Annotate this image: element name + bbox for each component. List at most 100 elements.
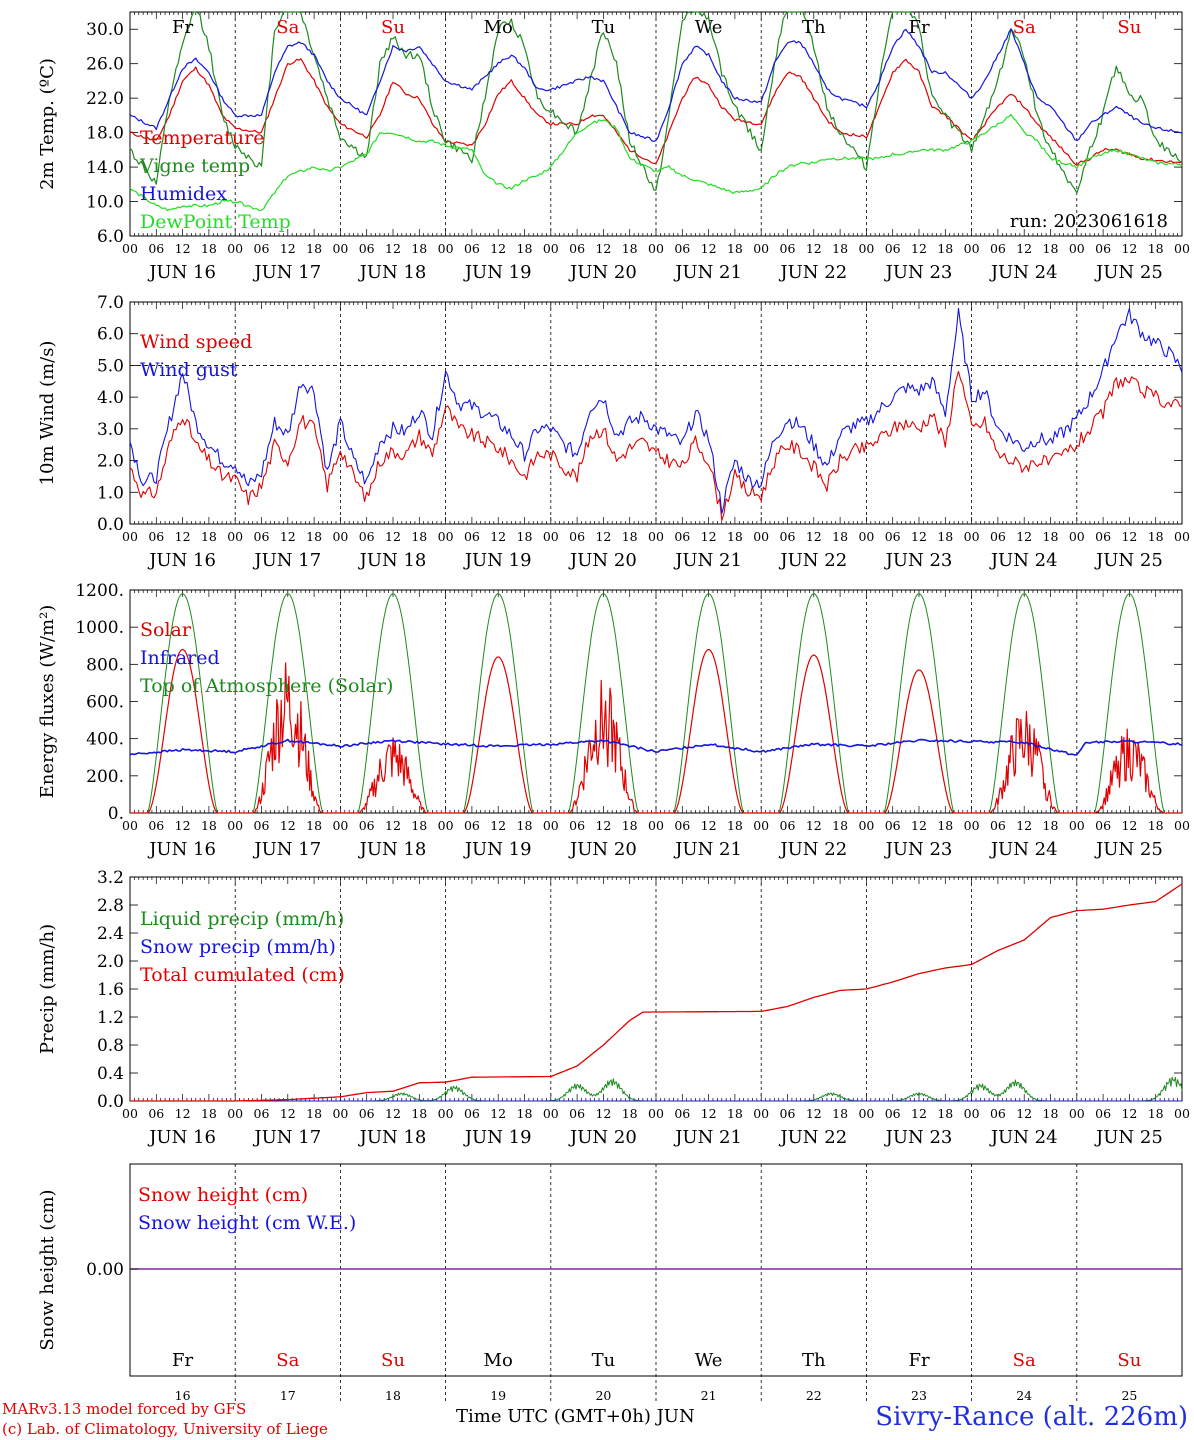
- x-hour-label: 00: [753, 1106, 769, 1121]
- x-hour-label: 06: [464, 818, 480, 833]
- legend-entry: Snow height (cm W.E.): [138, 1212, 356, 1234]
- weekday-label: Mo: [484, 17, 513, 38]
- x-hour-label: 00: [753, 818, 769, 833]
- weekday-label: Fr: [172, 17, 193, 38]
- weekday-label: Th: [802, 1350, 826, 1371]
- x-hour-label: 12: [806, 818, 822, 833]
- x-date-label: JUN 19: [463, 1127, 532, 1148]
- legend-entry: Solar: [140, 619, 192, 641]
- x-hour-label: 06: [674, 529, 690, 544]
- series-line-2: [129, 28, 1183, 142]
- x-hour-label: 06: [254, 529, 270, 544]
- x-hour-label: 12: [1121, 1106, 1137, 1121]
- weekday-label: Tu: [592, 17, 616, 38]
- x-date-label: JUN 18: [358, 262, 427, 283]
- x-hour-label: 06: [885, 529, 901, 544]
- y-tick-label: 2.8: [97, 896, 124, 916]
- x-date-label: JUN 25: [1094, 839, 1163, 860]
- day-number-label: 17: [280, 1388, 296, 1403]
- x-hour-label: 00: [543, 241, 559, 256]
- x-hour-label: 12: [490, 1106, 506, 1121]
- x-date-label: JUN 21: [673, 550, 742, 571]
- x-date-label: JUN 25: [1094, 1127, 1163, 1148]
- x-hour-label: 00: [543, 818, 559, 833]
- x-hour-label: 18: [411, 818, 427, 833]
- x-hour-label: 18: [306, 241, 322, 256]
- y-axis-label: Precip (mm/h): [37, 924, 58, 1054]
- x-hour-label: 12: [595, 1106, 611, 1121]
- x-hour-label: 18: [622, 818, 638, 833]
- x-hour-label: 06: [990, 241, 1006, 256]
- x-hour-label: 06: [254, 1106, 270, 1121]
- x-hour-label: 18: [1043, 818, 1059, 833]
- x-date-label: JUN 24: [989, 550, 1058, 571]
- x-hour-label: 06: [674, 818, 690, 833]
- run-label: run: 2023061618: [1010, 211, 1168, 232]
- x-hour-label: 12: [701, 241, 717, 256]
- x-date-label: JUN 24: [989, 1127, 1058, 1148]
- x-hour-label: 18: [937, 818, 953, 833]
- x-date-label: JUN 23: [884, 1127, 953, 1148]
- x-hour-label: 00: [648, 241, 664, 256]
- x-hour-label: 00: [227, 241, 243, 256]
- x-date-label: JUN 24: [989, 839, 1058, 860]
- x-hour-label: 18: [1148, 241, 1164, 256]
- x-hour-label: 00: [1174, 241, 1190, 256]
- x-hour-label: 06: [148, 241, 164, 256]
- x-hour-label: 06: [780, 241, 796, 256]
- y-tick-label: 3.0: [97, 420, 124, 440]
- x-hour-label: 12: [280, 1106, 296, 1121]
- x-date-label: JUN 25: [1094, 550, 1163, 571]
- y-tick-label: 0.: [108, 804, 124, 824]
- y-tick-label: 0.00: [86, 1260, 124, 1280]
- day-number-label: 25: [1121, 1388, 1137, 1403]
- y-tick-label: 0.8: [97, 1036, 124, 1056]
- x-hour-label: 00: [122, 1106, 138, 1121]
- x-date-label: JUN 22: [778, 1127, 847, 1148]
- x-hour-label: 06: [148, 529, 164, 544]
- x-hour-label: 12: [385, 529, 401, 544]
- legend-entry: Vigne temp: [139, 155, 250, 177]
- x-hour-label: 12: [490, 529, 506, 544]
- x-hour-label: 12: [385, 241, 401, 256]
- x-hour-label: 06: [569, 529, 585, 544]
- y-axis-label: Snow height (cm): [37, 1189, 58, 1350]
- x-hour-label: 00: [332, 818, 348, 833]
- x-hour-label: 18: [622, 241, 638, 256]
- day-number-label: 24: [1016, 1388, 1032, 1403]
- x-hour-label: 00: [438, 529, 454, 544]
- x-hour-label: 12: [1121, 241, 1137, 256]
- x-hour-label: 12: [806, 1106, 822, 1121]
- x-hour-label: 00: [332, 529, 348, 544]
- x-date-label: JUN 16: [147, 839, 216, 860]
- x-hour-label: 12: [911, 529, 927, 544]
- x-hour-label: 12: [175, 241, 191, 256]
- x-hour-label: 06: [674, 241, 690, 256]
- day-number-label: 23: [911, 1388, 927, 1403]
- x-date-label: JUN 17: [252, 550, 321, 571]
- x-hour-label: 00: [122, 241, 138, 256]
- y-axis-label: 2m Temp. (ºC): [37, 58, 58, 190]
- x-hour-label: 12: [490, 241, 506, 256]
- y-tick-label: 18.0: [86, 124, 124, 144]
- model-credit: MARv3.13 model forced by GFS: [2, 1400, 247, 1418]
- y-tick-label: 1200.: [75, 581, 124, 601]
- y-tick-label: 1.6: [97, 980, 124, 1000]
- x-hour-label: 00: [122, 529, 138, 544]
- x-hour-label: 12: [911, 1106, 927, 1121]
- y-tick-label: 22.0: [86, 89, 124, 109]
- x-hour-label: 12: [1016, 818, 1032, 833]
- x-hour-label: 12: [490, 818, 506, 833]
- x-hour-label: 00: [858, 1106, 874, 1121]
- x-date-label: JUN 17: [252, 262, 321, 283]
- x-date-label: JUN 22: [778, 839, 847, 860]
- x-hour-label: 18: [622, 1106, 638, 1121]
- x-hour-label: 06: [990, 1106, 1006, 1121]
- y-axis-label: Energy fluxes (W/m²): [37, 605, 58, 799]
- x-date-label: JUN 16: [147, 262, 216, 283]
- weekday-label: Fr: [908, 17, 929, 38]
- x-hour-label: 18: [832, 529, 848, 544]
- x-hour-label: 12: [1016, 1106, 1032, 1121]
- x-hour-label: 18: [1148, 1106, 1164, 1121]
- x-date-label: JUN 21: [673, 839, 742, 860]
